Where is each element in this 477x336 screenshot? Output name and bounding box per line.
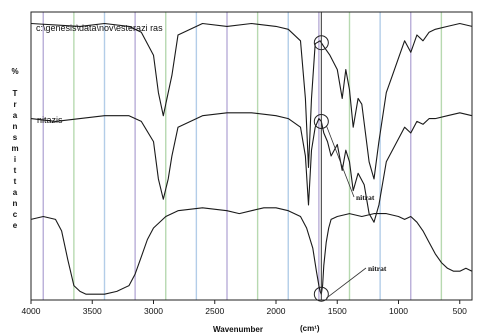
series-line-2: [30, 207, 473, 295]
x-ticks: 4000 3500 3000 2500 2000 1500 1000 500: [22, 300, 467, 316]
x-tick-label: 2000: [267, 306, 286, 316]
series-line-1: [30, 112, 473, 223]
annotation-nitrat-0: nitrat: [356, 193, 375, 202]
x-tick-label: 2500: [205, 306, 224, 316]
grid-lines: [42, 12, 443, 300]
marker-circle-2: [313, 286, 329, 302]
x-tick-label: 1500: [328, 306, 347, 316]
annotation-leader-0: [325, 125, 355, 198]
x-tick-label: 500: [453, 306, 467, 316]
annotation-leader-1: [326, 267, 367, 299]
annotations: nitrat nitrat: [313, 35, 387, 302]
x-tick-label: 4000: [22, 306, 41, 316]
series-label-nitazis: nitazis: [37, 115, 63, 125]
x-tick-label: 3000: [144, 306, 163, 316]
series-line-0: [30, 22, 473, 180]
plot-frame: [30, 11, 473, 301]
x-tick-label: 3500: [83, 306, 102, 316]
annotation-nitrat-1: nitrat: [368, 264, 387, 273]
series-lines: [30, 22, 473, 295]
marker-circle-0: [313, 35, 329, 51]
x-tick-label: 1000: [389, 306, 408, 316]
x-axis-label: Wavenumber: [213, 325, 263, 334]
series-label-esterazi: c:\genesis\data\nov\esterazi ras: [36, 23, 163, 33]
marker-circle-1: [313, 113, 329, 129]
x-axis-unit: (cm¹): [300, 324, 320, 333]
